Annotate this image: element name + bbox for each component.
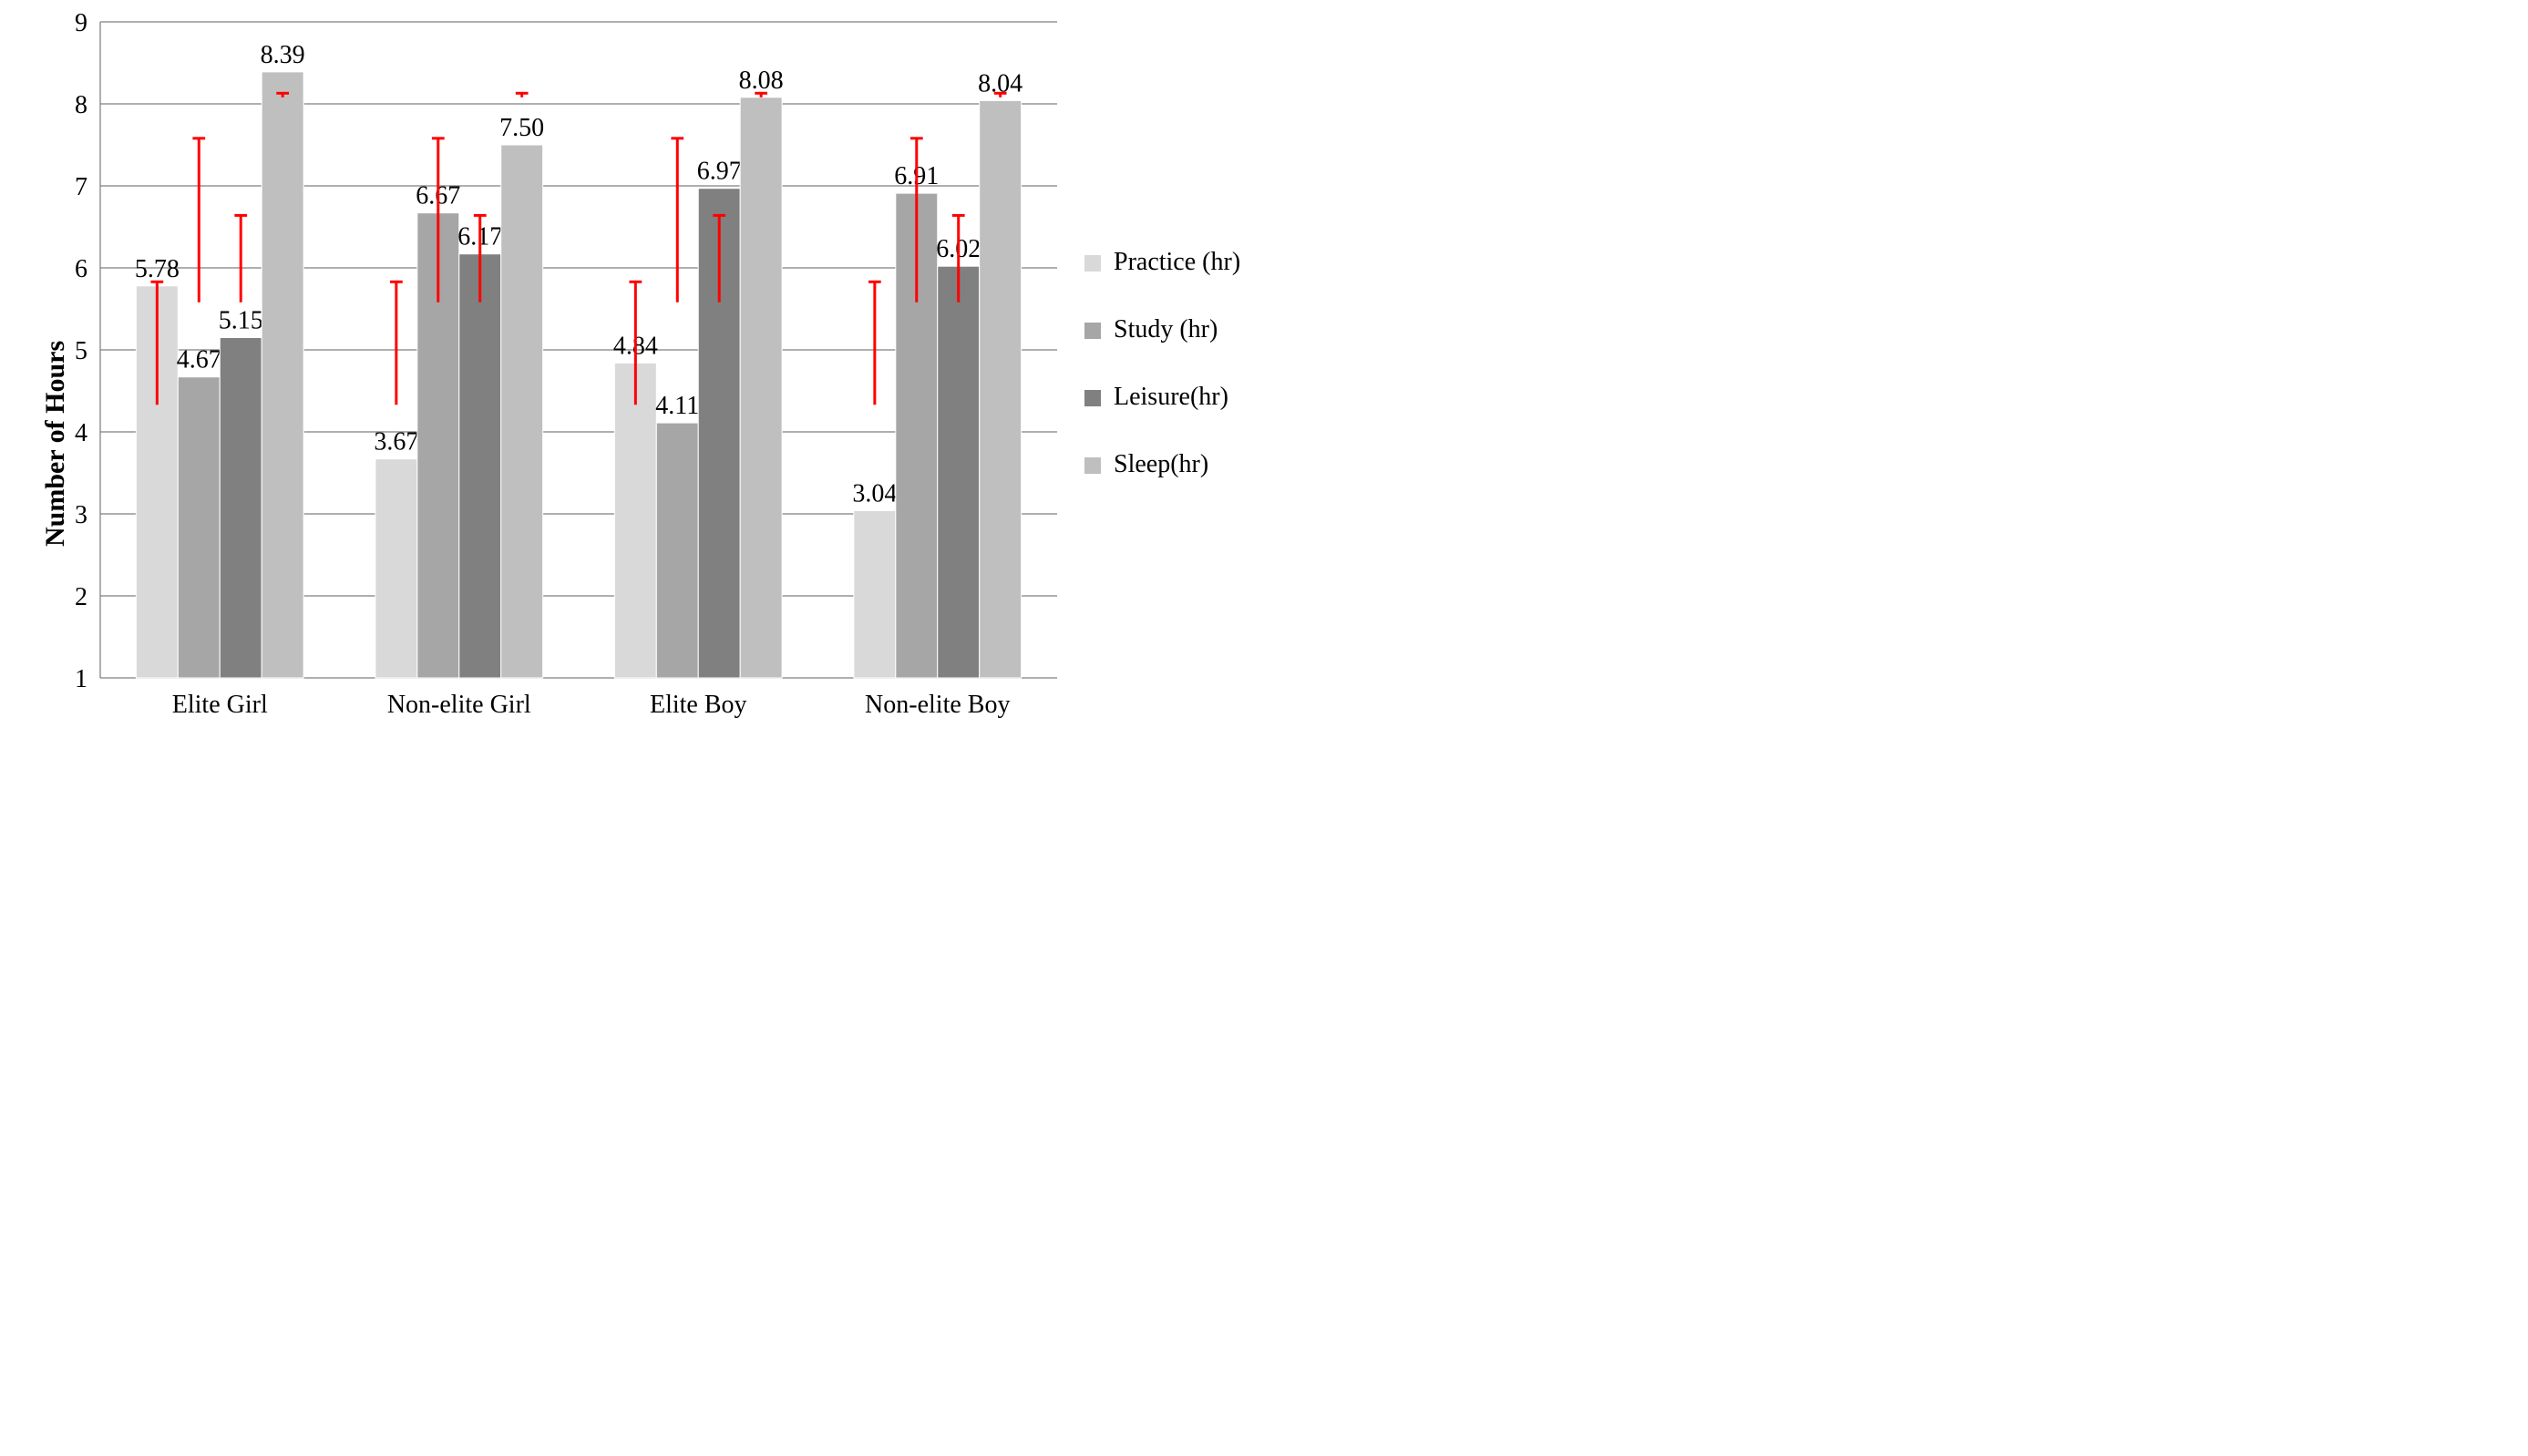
y-tick-label: 7 <box>75 173 87 201</box>
y-tick-label: 6 <box>75 255 87 283</box>
bar-value-label: 8.39 <box>261 41 305 69</box>
bar-chart-svg: 1 2 3 4 5 6 7 8 9 5.78 4.67 5.15 8.39 Elite Girl 3.67 6… <box>9 9 1273 737</box>
x-tick-label: Elite Boy <box>650 691 747 719</box>
bar <box>501 145 543 678</box>
bar <box>938 266 980 678</box>
bar-value-label: 6.97 <box>697 158 742 186</box>
x-tick-label: Elite Girl <box>172 691 268 719</box>
x-tick-label: Non-elite Girl <box>387 691 531 719</box>
y-tick-label: 9 <box>75 9 87 37</box>
bar-value-label: 3.67 <box>374 428 418 456</box>
legend-swatch <box>1084 323 1101 339</box>
bar <box>656 423 698 678</box>
bar-value-label: 5.15 <box>219 307 263 335</box>
bar <box>614 363 656 678</box>
bar <box>375 459 417 678</box>
y-tick-label: 4 <box>75 419 87 447</box>
bar <box>459 254 501 678</box>
legend-label: Study (hr) <box>1114 315 1218 343</box>
bar <box>980 100 1022 678</box>
y-tick-label: 1 <box>75 665 87 693</box>
bar-value-label: 3.04 <box>852 479 897 508</box>
y-tick-label: 2 <box>75 583 87 611</box>
legend-swatch <box>1084 390 1101 406</box>
legend-swatch <box>1084 255 1101 272</box>
chart-container: Number of Hours 1 2 3 4 5 6 7 8 9 5.78 4.67 5.15 8.3… <box>9 9 1273 737</box>
bar-value-label: 7.50 <box>499 114 544 142</box>
bar <box>854 510 896 678</box>
bar-value-label: 5.78 <box>135 255 180 283</box>
bar <box>740 97 782 678</box>
legend-swatch <box>1084 457 1101 474</box>
bar <box>262 72 303 678</box>
legend-label: Leisure(hr) <box>1114 383 1228 411</box>
y-axis-label: Number of Hours <box>40 341 71 547</box>
bar-value-label: 4.11 <box>655 392 699 420</box>
y-tick-label: 3 <box>75 501 87 529</box>
bar-value-label: 8.08 <box>739 67 784 95</box>
y-tick-label: 5 <box>75 337 87 365</box>
x-tick-label: Non-elite Boy <box>865 691 1010 719</box>
bar <box>178 377 220 678</box>
legend-label: Practice (hr) <box>1114 248 1240 276</box>
bar <box>220 338 262 679</box>
bar-value-label: 4.67 <box>177 346 221 374</box>
y-tick-label: 8 <box>75 91 87 119</box>
legend-label: Sleep(hr) <box>1114 450 1208 478</box>
